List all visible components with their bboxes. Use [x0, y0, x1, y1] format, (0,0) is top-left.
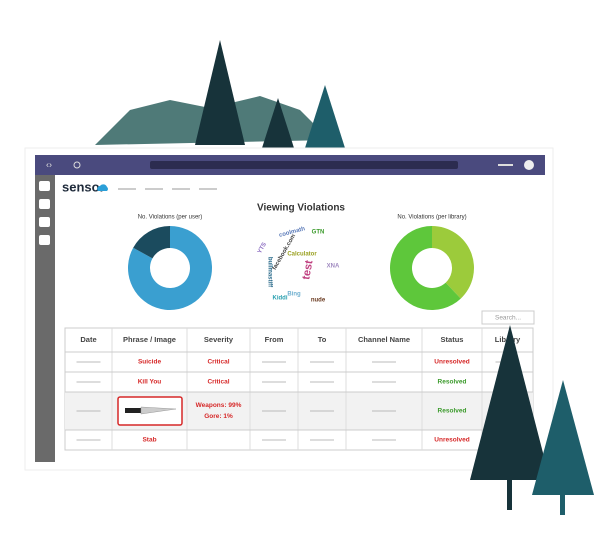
search-placeholder[interactable]: Search... — [495, 315, 521, 322]
cloud-word: Kiddi — [273, 296, 288, 302]
nav-tab[interactable] — [118, 188, 136, 190]
severity: Critical — [207, 379, 229, 386]
nav-tab[interactable] — [145, 188, 163, 190]
tree — [262, 98, 294, 148]
severity: Gore: 1% — [204, 413, 233, 420]
search-box[interactable] — [481, 310, 535, 325]
cloud-word: Bing — [287, 292, 301, 298]
cloud-word: bullmastiff — [266, 257, 272, 288]
donut-segment — [127, 226, 212, 311]
donut-segment — [390, 226, 461, 310]
column-header: Date — [80, 335, 96, 344]
column-header: To — [318, 335, 327, 344]
cloud-word: Calculator — [287, 252, 317, 258]
chart-title: No. Violations (per user) — [138, 215, 203, 221]
sidebar — [35, 175, 55, 462]
nav-tab[interactable] — [199, 188, 217, 190]
tree-trunk — [507, 480, 512, 510]
status: Unresolved — [434, 437, 469, 444]
tree — [470, 325, 550, 480]
logo-cloud — [97, 184, 108, 191]
chart-title: No. Violations (per library) — [397, 215, 466, 221]
column-header: Status — [441, 335, 464, 344]
cloud-word: test — [300, 259, 315, 281]
donut-segment — [133, 226, 170, 259]
phrase: Stab — [142, 437, 156, 444]
avatar[interactable] — [524, 160, 534, 170]
cloud-word: nude — [311, 298, 326, 304]
sidebar-icon[interactable] — [39, 235, 50, 245]
knife-blade — [140, 406, 177, 415]
url-bar[interactable] — [150, 161, 458, 169]
cloud-word: YTS — [257, 242, 268, 255]
severity: Critical — [207, 359, 229, 366]
column-header: Severity — [204, 335, 234, 344]
cloud-word: XNA — [327, 264, 340, 270]
sidebar-icon[interactable] — [39, 181, 50, 191]
page-title: Viewing Violations — [257, 203, 345, 214]
tree — [532, 380, 594, 495]
menu[interactable] — [498, 164, 513, 166]
tree — [305, 85, 345, 148]
status: Resolved — [438, 408, 467, 415]
sidebar-icon[interactable] — [39, 217, 50, 227]
cloud-word: GTN — [312, 230, 325, 236]
status: Resolved — [438, 379, 467, 386]
donut-segment — [432, 226, 474, 299]
table — [64, 327, 534, 451]
column-header: Channel Name — [358, 335, 410, 344]
status: Unresolved — [434, 359, 469, 366]
nav-tab[interactable] — [172, 188, 190, 190]
column-header: Phrase / Image — [123, 335, 176, 344]
tree — [195, 40, 245, 145]
nav-icon[interactable]: ‹› — [46, 159, 52, 169]
phrase: Kill You — [138, 379, 162, 386]
knife-handle — [125, 408, 141, 413]
column-header: From — [265, 335, 284, 344]
sidebar-icon[interactable] — [39, 199, 50, 209]
tree-trunk — [560, 495, 565, 515]
reload[interactable] — [73, 161, 81, 169]
severity: Weapons: 99% — [196, 402, 242, 409]
logo[interactable]: senso. — [62, 179, 103, 194]
phrase: Suicide — [138, 359, 162, 366]
